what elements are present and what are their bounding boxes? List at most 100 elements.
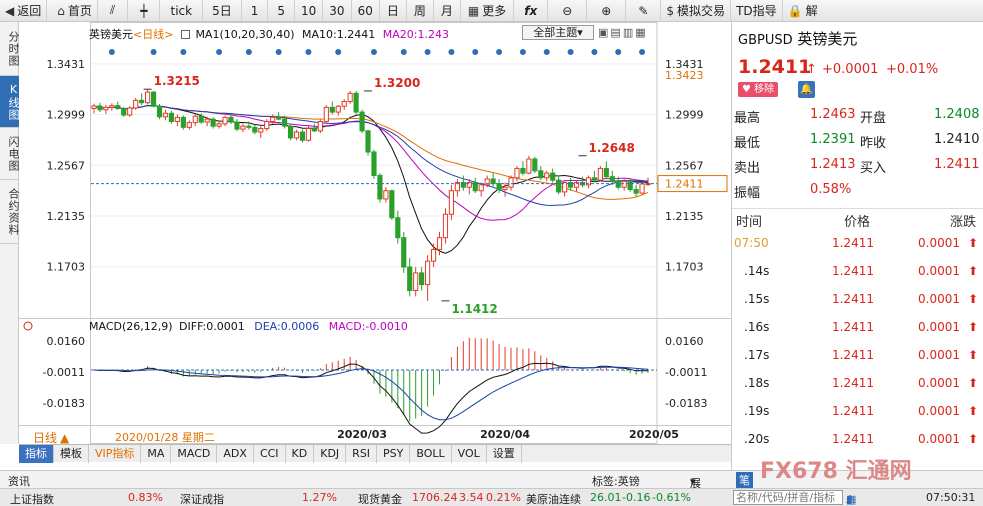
candle-body [585, 177, 592, 186]
indicator-tab-3[interactable]: MA [141, 444, 172, 463]
indicator-tab-12[interactable]: VOL [452, 444, 487, 463]
kline-chart[interactable]: 1.3431 1.3431 1.2999 1.2999 1.2567 1.2567 1.21… [19, 22, 731, 444]
chart-setting-icon[interactable]: ▣ [598, 26, 611, 39]
tick-row[interactable]: .16s 1.2411 0.0001 ⬆ [732, 314, 983, 342]
tick-row[interactable]: .20s 1.2411 0.0001 ⬆ [732, 426, 983, 454]
alert-icon[interactable]: ⚠ [846, 493, 856, 506]
ma-settings-icon[interactable] [180, 30, 190, 39]
indicator-tab-13[interactable]: 设置 [487, 444, 522, 463]
tab-timeshare[interactable]: 分时图 [0, 22, 20, 76]
td-guide-label: TD指导 [736, 4, 777, 18]
symbol-name: 英镑美元 [797, 30, 858, 48]
tab-kline[interactable]: K线图 [0, 76, 20, 128]
candle-body [520, 167, 526, 174]
month-button[interactable]: 月 [434, 0, 461, 22]
indicator-tab-0[interactable]: 指标 [19, 444, 54, 463]
day-button[interactable]: 日 [380, 0, 407, 22]
arrow-up-icon: ⬆ [968, 348, 979, 362]
tab-contract[interactable]: 合约资料 [0, 180, 20, 244]
candle-body [567, 182, 574, 188]
indicator-tab-11[interactable]: BOLL [410, 444, 452, 463]
indicator-tab-2[interactable]: VIP指标 [89, 444, 142, 463]
60min-button[interactable]: 60 [352, 0, 380, 22]
week-button[interactable]: 周 [407, 0, 434, 22]
indicator-tab-8[interactable]: KDJ [314, 444, 347, 463]
tick-row[interactable]: 07:50 1.2411 0.0001 ⬆ [732, 230, 983, 258]
candle-body [383, 190, 389, 200]
main-legend: 英镑美元<日线> MA1(10,20,30,40) MA10:1.2441 MA… [89, 26, 449, 42]
ticker-gold-name[interactable]: 现货黄金 [358, 493, 402, 506]
bar-icon[interactable]: ▮ [846, 493, 853, 506]
candle-body [276, 116, 282, 120]
tick-row[interactable]: .19s 1.2411 0.0001 ⬆ [732, 398, 983, 426]
tab-flash[interactable]: 闪电图 [0, 128, 20, 180]
zoom-out-button[interactable]: ⊖ [548, 0, 588, 22]
heart-icon: ♥ [742, 84, 751, 95]
remove-watch-button[interactable]: ♥ 移除 [738, 82, 779, 97]
theme-dropdown[interactable]: 全部主题▾ [522, 25, 594, 40]
candle-body [127, 107, 133, 116]
ticker-sz-name[interactable]: 深证成指 [180, 493, 224, 506]
sound-icon[interactable]: ♪ [846, 493, 854, 506]
sim-trade-button[interactable]: $ 模拟交易 [661, 0, 732, 22]
draw-button[interactable]: ✎ [626, 0, 662, 22]
1min-button[interactable]: 1 [242, 0, 269, 22]
note-button[interactable]: 笔 [736, 472, 753, 488]
tick-row[interactable]: .14s 1.2411 0.0001 ⬆ [732, 258, 983, 286]
5day-button[interactable]: 5日 [203, 0, 242, 22]
bell-icon: 🔔 [800, 84, 813, 95]
candle-body [365, 130, 371, 153]
5min-button[interactable]: 5 [268, 0, 295, 22]
settings-gear-icon[interactable] [23, 321, 33, 331]
formula-button[interactable]: fx [514, 0, 549, 22]
indicator-tab-5[interactable]: ADX [217, 444, 254, 463]
10min-button[interactable]: 10 [295, 0, 324, 22]
indicator-tab-1[interactable]: 模板 [54, 444, 89, 463]
back-button[interactable]: ◀ 返回 [0, 0, 48, 22]
legend-period[interactable]: <日线> [133, 28, 174, 41]
alert-bell-button[interactable]: 🔔 [798, 81, 815, 98]
chevron-down-icon: ▾ [690, 475, 696, 488]
indicator-tab-7[interactable]: KD [286, 444, 315, 463]
more-button[interactable]: ▦ 更多 [461, 0, 515, 22]
td-guide-button[interactable]: TD指导 [731, 0, 783, 22]
candle-body [115, 105, 121, 110]
indicator-tab-10[interactable]: PSY [377, 444, 411, 463]
chart-area[interactable]: 1.3431 1.3431 1.2999 1.2999 1.2567 1.2567 1.21… [19, 22, 731, 446]
info-tag[interactable]: 标签:英镑 [592, 475, 640, 488]
chart-expand-icon[interactable]: ▥ [622, 26, 636, 39]
home-button[interactable]: ⌂ 首页 [47, 0, 98, 22]
chart-layout-icon[interactable]: ▤ [610, 26, 623, 39]
tick-row[interactable]: .15s 1.2411 0.0001 ⬆ [732, 286, 983, 314]
kline-button[interactable]: ┿ [128, 0, 161, 22]
indicator-tab-9[interactable]: RSI [346, 444, 378, 463]
tick-header: 时间 价格 涨跌 [732, 208, 983, 230]
indicator-tab-4[interactable]: MACD [171, 444, 218, 463]
tick-change: 0.0001 [918, 432, 960, 446]
tick-row[interactable]: .17s 1.2411 0.0001 ⬆ [732, 342, 983, 370]
ticker-oil-name[interactable]: 美原油连续 [526, 493, 581, 506]
tick-button[interactable]: tick [160, 0, 204, 22]
ticker-gold-value: 1706.24 [412, 491, 458, 504]
ticker-sh-name[interactable]: 上证指数 [10, 493, 54, 506]
unlock-button[interactable]: 🔒 解 [783, 0, 823, 22]
candle-body [353, 92, 359, 113]
event-dot [305, 49, 312, 55]
search-icon[interactable]: ⌕ [846, 493, 853, 506]
candle-body [597, 167, 603, 181]
grid-icon[interactable]: ▦ [846, 493, 857, 506]
zoom-in-button[interactable]: ⊕ [587, 0, 627, 22]
candle-body [139, 99, 145, 104]
search-input[interactable]: 名称/代码/拼音/指标 [733, 490, 843, 505]
quote-panel: GBPUSD 英镑美元 1.2411 ↑ +0.0001 +0.01% ♥ 移除… [731, 22, 983, 470]
line-chart-button[interactable]: ⫽ [98, 0, 129, 22]
30min-button[interactable]: 30 [323, 0, 352, 22]
tick-time: .14s [744, 264, 770, 278]
chart-close-icon[interactable]: ▦ [635, 26, 648, 39]
period-tag[interactable]: 日线 ▲ [33, 429, 69, 446]
ticker-sh-value: 0.83% [128, 491, 163, 504]
info-tab[interactable]: 资讯 [8, 475, 30, 488]
indicator-tab-6[interactable]: CCI [254, 444, 286, 463]
tick-price: 1.2411 [832, 320, 874, 334]
tick-row[interactable]: .18s 1.2411 0.0001 ⬆ [732, 370, 983, 398]
